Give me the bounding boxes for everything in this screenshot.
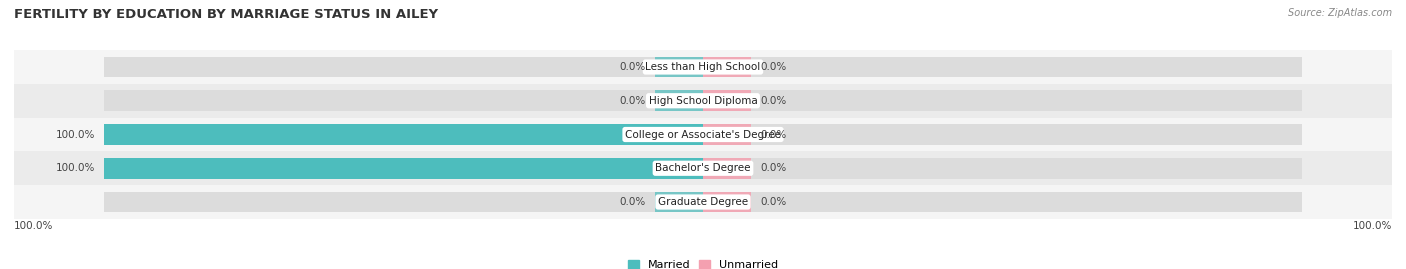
Bar (703, 90, 1302, 111)
Text: 0.0%: 0.0% (759, 197, 786, 207)
Text: 0.0%: 0.0% (759, 62, 786, 72)
Bar (0, 84, 1406, 118)
Bar (104, 158, 703, 179)
Bar (703, 90, 751, 111)
Bar (703, 158, 1302, 179)
Text: 0.0%: 0.0% (620, 96, 647, 106)
Text: 0.0%: 0.0% (620, 197, 647, 207)
Text: 100.0%: 100.0% (56, 129, 96, 140)
Bar (104, 158, 703, 179)
Text: Less than High School: Less than High School (645, 62, 761, 72)
Bar (655, 192, 703, 213)
Bar (104, 124, 703, 145)
Bar (104, 56, 703, 77)
Bar (0, 151, 1406, 185)
Text: Graduate Degree: Graduate Degree (658, 197, 748, 207)
Text: FERTILITY BY EDUCATION BY MARRIAGE STATUS IN AILEY: FERTILITY BY EDUCATION BY MARRIAGE STATU… (14, 8, 439, 21)
Bar (703, 56, 1302, 77)
Text: Bachelor's Degree: Bachelor's Degree (655, 163, 751, 173)
Text: 0.0%: 0.0% (759, 163, 786, 173)
Text: College or Associate's Degree: College or Associate's Degree (626, 129, 780, 140)
Bar (104, 90, 703, 111)
Bar (703, 56, 751, 77)
Bar (0, 50, 1406, 84)
Text: Source: ZipAtlas.com: Source: ZipAtlas.com (1288, 8, 1392, 18)
Text: 100.0%: 100.0% (1353, 221, 1392, 231)
Text: 0.0%: 0.0% (759, 96, 786, 106)
Bar (0, 185, 1406, 219)
Legend: Married, Unmarried: Married, Unmarried (627, 260, 779, 269)
Bar (655, 90, 703, 111)
Bar (703, 124, 1302, 145)
Bar (0, 118, 1406, 151)
Bar (104, 192, 703, 213)
Text: 0.0%: 0.0% (620, 62, 647, 72)
Bar (703, 124, 751, 145)
Text: High School Diploma: High School Diploma (648, 96, 758, 106)
Bar (655, 56, 703, 77)
Text: 100.0%: 100.0% (14, 221, 53, 231)
Bar (104, 124, 703, 145)
Bar (703, 192, 751, 213)
Bar (703, 192, 1302, 213)
Text: 0.0%: 0.0% (759, 129, 786, 140)
Text: 100.0%: 100.0% (56, 163, 96, 173)
Bar (703, 158, 751, 179)
